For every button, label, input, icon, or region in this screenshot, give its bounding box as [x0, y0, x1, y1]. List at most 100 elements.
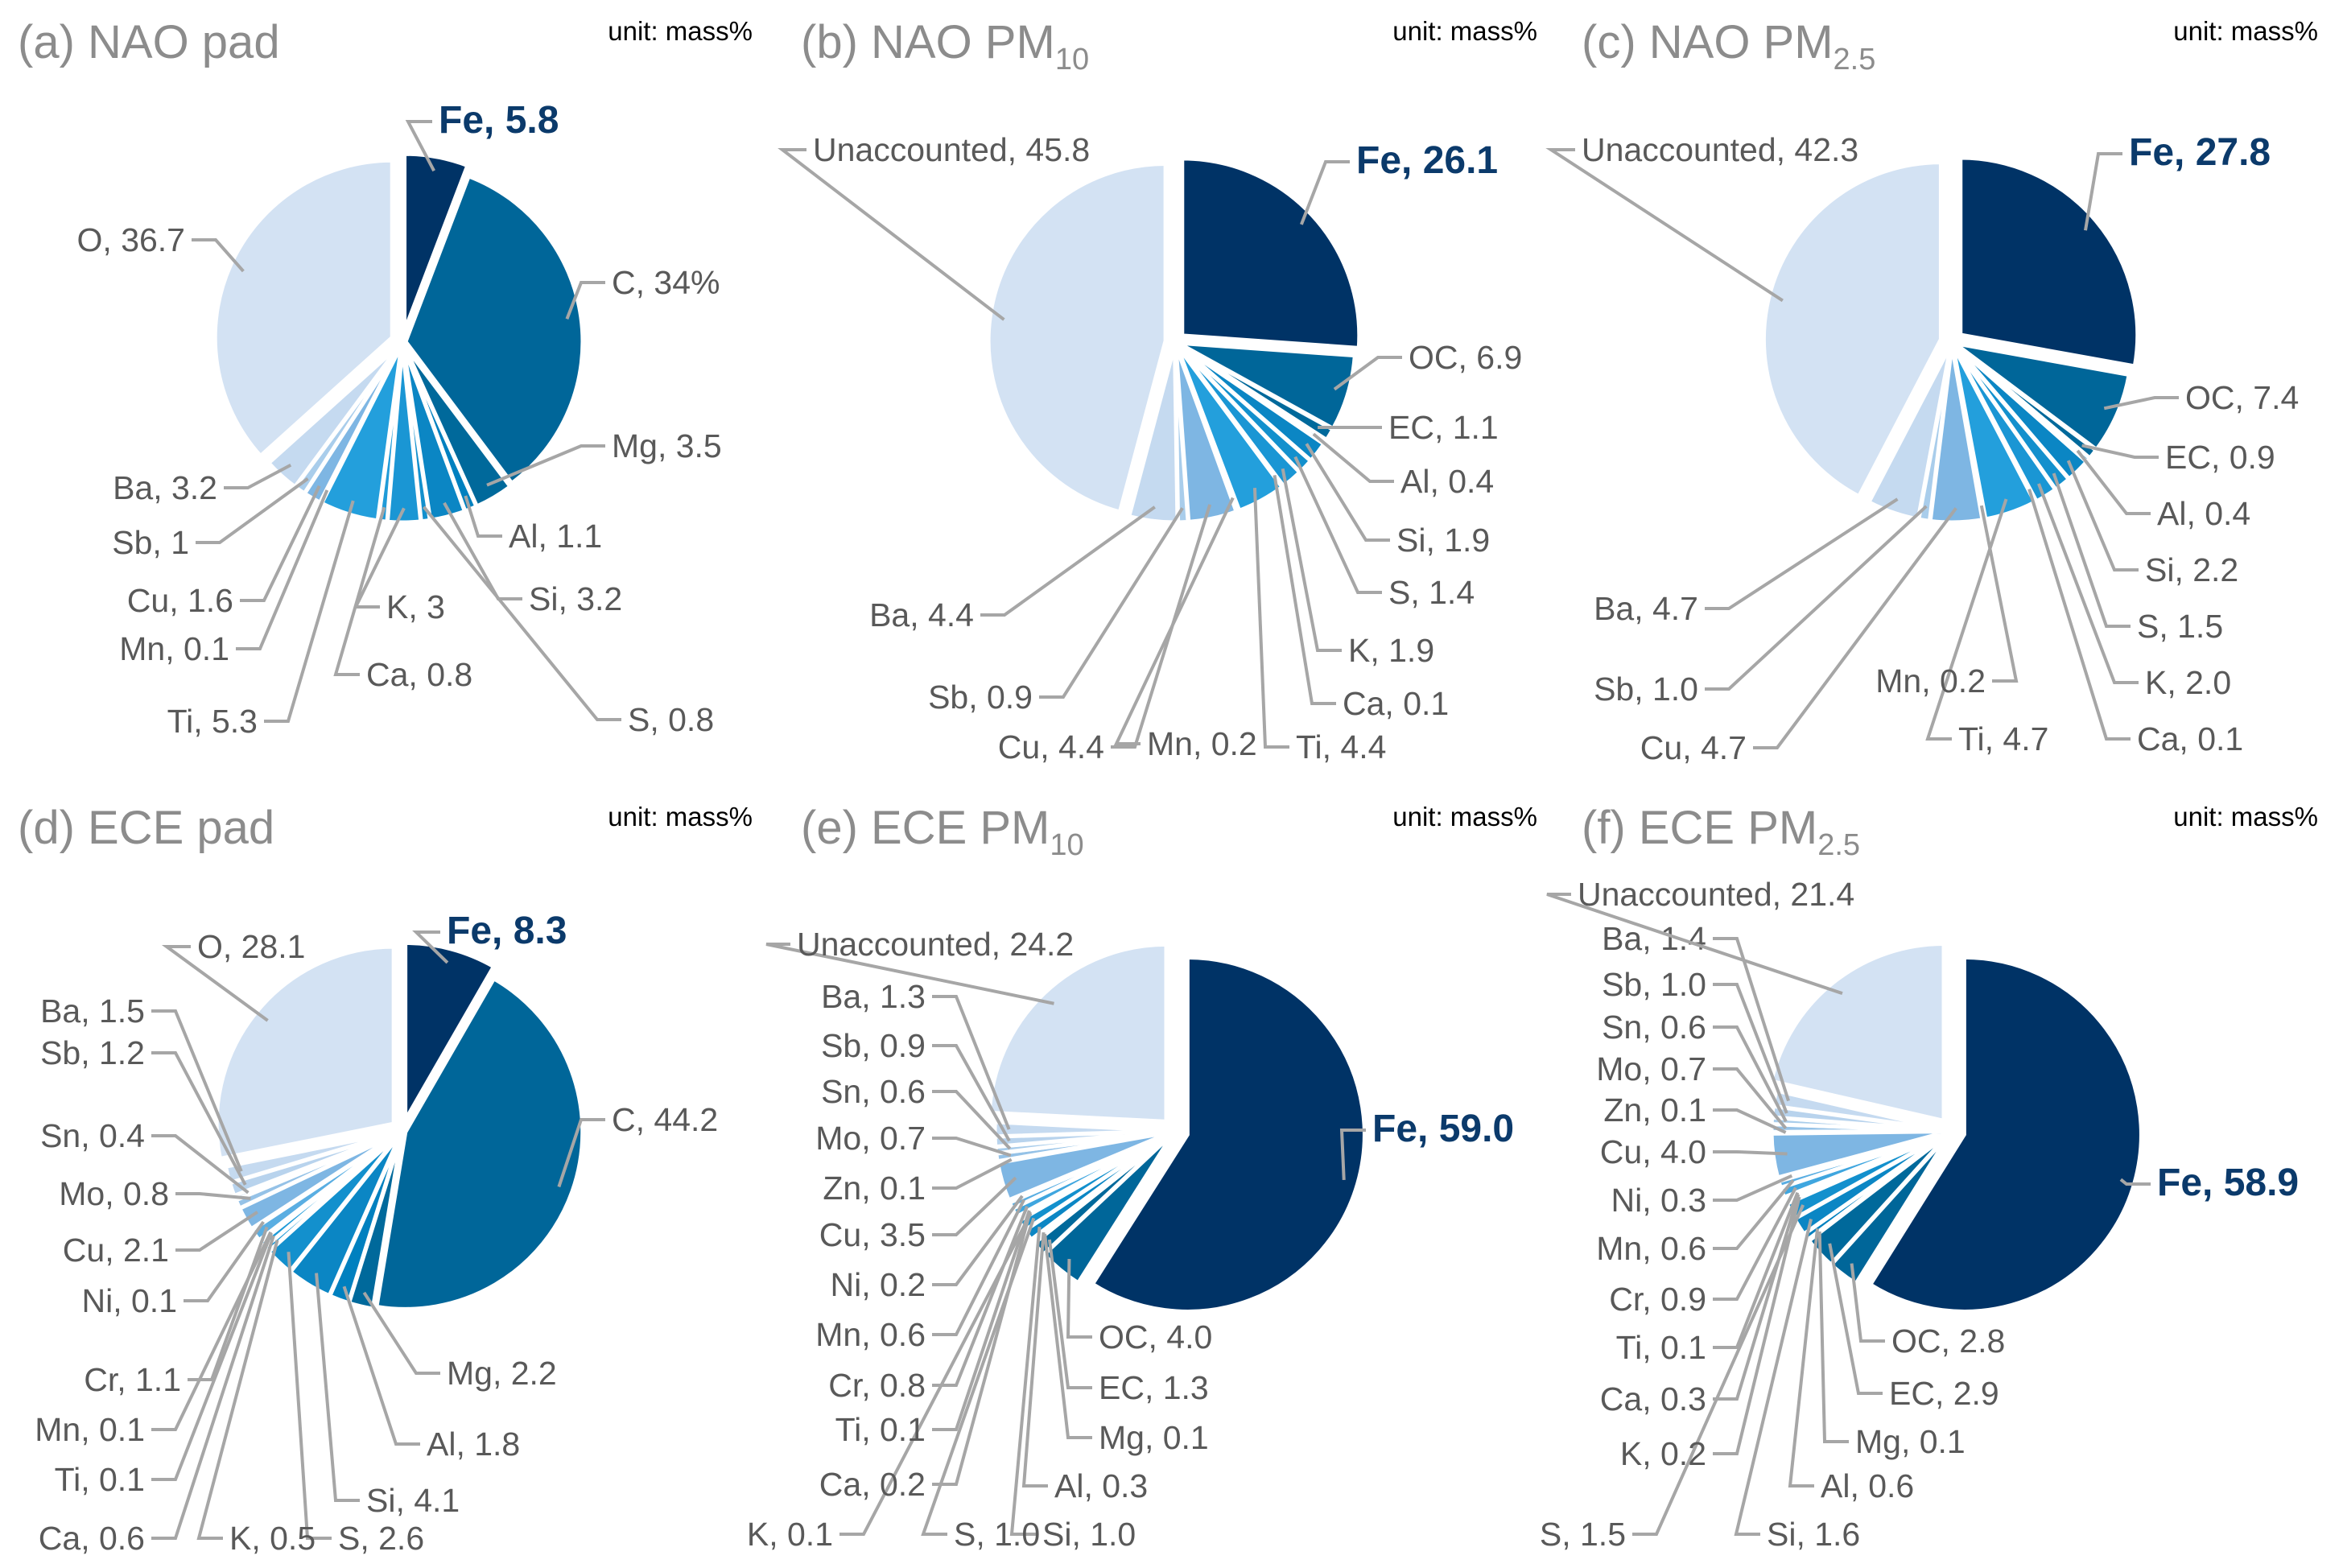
- data-label-k: K, 0.1: [747, 1516, 833, 1553]
- leader-line: [412, 930, 449, 964]
- data-label-sn: Sn, 0.4: [40, 1117, 145, 1154]
- leader-line: [264, 500, 355, 723]
- leader-line: [1713, 1179, 1795, 1250]
- data-label-zn: Zn, 0.1: [1603, 1091, 1706, 1129]
- leader-line: [240, 485, 321, 602]
- leader-line: [2119, 1178, 2151, 1186]
- data-label-mn: Mn, 0.1: [35, 1411, 145, 1448]
- leader-line: [765, 943, 1054, 1005]
- data-label-ca: Ca, 0.1: [1343, 685, 1449, 722]
- data-label-ca: Ca, 0.3: [1600, 1380, 1706, 1417]
- data-label-s: S, 2.6: [338, 1520, 424, 1557]
- panel-title-text: (c) NAO PM: [1582, 16, 1834, 68]
- data-label-ba: Ba, 3.2: [113, 469, 217, 506]
- leader-line: [464, 495, 502, 538]
- data-label-mo: Mo, 0.7: [1596, 1050, 1706, 1087]
- leader-line: [1753, 507, 1957, 749]
- panel-title-text: (b) NAO PM: [801, 16, 1055, 68]
- leader-line: [287, 1252, 332, 1540]
- unit-label: unit: mass%: [1392, 802, 1537, 831]
- leader-line: [1713, 1194, 1801, 1401]
- data-label-cu: Cu, 3.5: [819, 1216, 926, 1253]
- data-label-ec: EC, 1.1: [1388, 409, 1499, 446]
- leader-line: [151, 1235, 275, 1540]
- leader-line: [236, 489, 329, 650]
- data-label-al: Al, 0.4: [1400, 463, 1494, 500]
- data-label-sb: Sb, 1.2: [40, 1034, 145, 1071]
- data-label-cr: Cr, 0.8: [828, 1367, 926, 1404]
- leader-line: [1734, 1219, 1813, 1536]
- leader-line: [932, 1137, 1012, 1157]
- leader-line: [1047, 1239, 1092, 1389]
- unit-label: unit: mass%: [1392, 16, 1537, 46]
- data-label-unaccounted: Unaccounted, 45.8: [813, 131, 1090, 168]
- leader-line: [1111, 504, 1212, 749]
- leader-line: [1713, 1067, 1788, 1130]
- leader-line: [1273, 475, 1336, 705]
- leader-line: [1305, 443, 1390, 542]
- data-label-fe: Fe, 59.0: [1372, 1108, 1514, 1150]
- data-label-al: Al, 0.4: [2157, 495, 2250, 532]
- data-label-mg: Mg, 0.1: [1855, 1423, 1966, 1460]
- data-label-unaccounted: Unaccounted, 24.2: [797, 926, 1074, 963]
- data-label-unaccounted: Unaccounted, 42.3: [1582, 131, 1858, 168]
- data-label-k: K, 0.2: [1620, 1435, 1706, 1472]
- data-label-s: S, 1.5: [2137, 608, 2223, 645]
- leader-line: [1713, 1191, 1800, 1349]
- panel-c: (c) NAO PM2.5 unit: mass% Fe, 27.8 OC, 7.4 E…: [1545, 16, 2318, 766]
- leader-line: [184, 1220, 265, 1302]
- leader-line: [192, 238, 245, 273]
- leader-line: [151, 1051, 247, 1186]
- data-label-k: K, 3: [386, 588, 445, 625]
- leader-line: [1066, 1259, 1092, 1339]
- slice-unaccounted: [987, 942, 1169, 1124]
- leader-line: [188, 1226, 269, 1381]
- data-label-fe: Fe, 58.9: [2157, 1162, 2299, 1204]
- leader-line: [1300, 160, 1350, 225]
- data-label-cr: Cr, 1.1: [84, 1361, 181, 1398]
- leader-line: [151, 1134, 250, 1195]
- panel-title: (d) ECE pad: [18, 802, 274, 854]
- data-label-ni: Ni, 0.3: [1611, 1182, 1707, 1219]
- data-label-ba: Ba, 1.4: [1602, 920, 1706, 957]
- data-label-si: Si, 2.2: [2145, 551, 2238, 588]
- leader-line: [2052, 472, 2131, 628]
- leader-line: [1705, 497, 1899, 610]
- leader-line: [1545, 148, 1784, 303]
- leader-line: [932, 1205, 1029, 1387]
- leader-line: [1252, 488, 1289, 749]
- data-label-cu: Cu, 4.4: [998, 728, 1104, 765]
- leader-line: [486, 444, 605, 487]
- panel-title-subscript: 10: [1050, 828, 1083, 862]
- leader-line: [1817, 1231, 1849, 1443]
- panel-title: (a) NAO pad: [18, 16, 280, 68]
- leader-line: [2084, 152, 2122, 231]
- leader-line: [2081, 444, 2159, 459]
- panel-title-subscript: 10: [1055, 43, 1089, 76]
- data-label-mg: Mg, 2.2: [447, 1355, 557, 1392]
- leader-line: [342, 1285, 420, 1446]
- data-label-oc: OC, 6.9: [1409, 339, 1522, 376]
- leader-line: [1039, 507, 1184, 699]
- panel-title: (f) ECE PM2.5: [1582, 802, 1860, 862]
- slice-c: [403, 173, 585, 486]
- data-label-k: K, 2.0: [2145, 664, 2231, 701]
- leader-line: [1828, 1243, 1883, 1395]
- data-label-mo: Mo, 0.7: [815, 1120, 926, 1157]
- data-label-sb: Sb, 0.9: [928, 679, 1033, 716]
- unit-label: unit: mass%: [2173, 16, 2318, 46]
- leader-line: [2076, 449, 2151, 515]
- data-label-mn: Mn, 0.2: [1875, 662, 1986, 699]
- leader-line: [932, 1176, 1017, 1236]
- data-label-unaccounted: Unaccounted, 21.4: [1578, 876, 1854, 913]
- leader-line: [932, 1090, 1012, 1150]
- leader-line: [565, 281, 605, 320]
- unit-label: unit: mass%: [2173, 802, 2318, 831]
- data-label-fe: Fe, 8.3: [447, 910, 567, 952]
- leader-line: [175, 1192, 251, 1200]
- leader-line: [1788, 1228, 1820, 1488]
- data-label-oc: OC, 2.8: [1891, 1322, 2005, 1360]
- leader-line: [932, 1210, 1031, 1431]
- leader-line: [2037, 483, 2139, 684]
